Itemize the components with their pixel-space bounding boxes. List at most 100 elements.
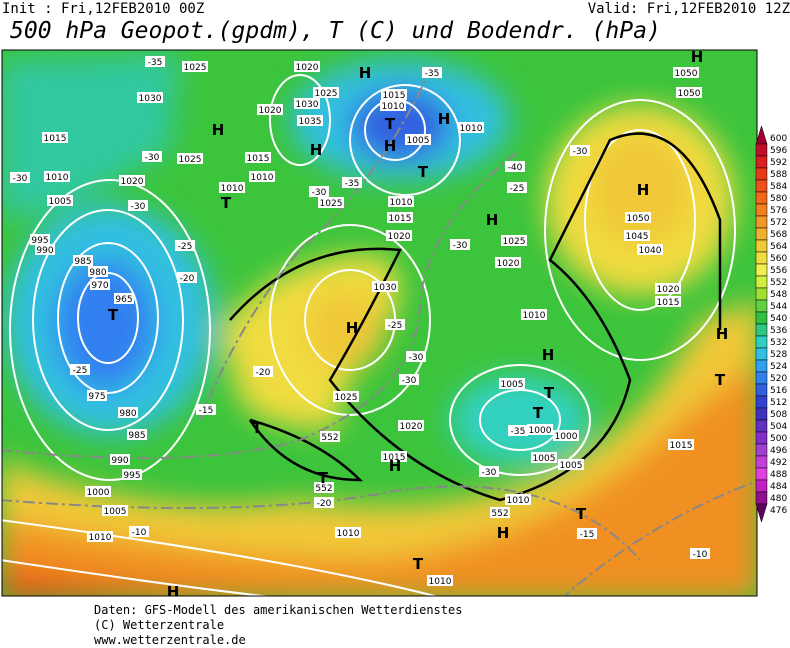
contour-label: 552	[491, 509, 508, 519]
contour-label: 1025	[320, 199, 343, 209]
contour-label: 975	[88, 392, 105, 402]
contour-label: -10	[693, 550, 708, 560]
contour-label: 1025	[179, 155, 202, 165]
label-box	[490, 507, 510, 518]
colorbar-cell	[755, 155, 768, 169]
contour-label: 1005	[560, 461, 583, 471]
contour-label: 1015	[247, 154, 270, 164]
colorbar-label: 524	[770, 362, 787, 372]
label-box	[333, 391, 359, 402]
contour-label: 1050	[627, 214, 650, 224]
pressure-center: H	[346, 319, 359, 337]
contour-label: 1030	[139, 94, 162, 104]
colorbar-cell	[755, 467, 768, 481]
contour-label: 1020	[296, 63, 319, 73]
contour-label: 1015	[670, 441, 693, 451]
colorbar-label: 552	[770, 278, 787, 288]
pressure-center: T	[413, 555, 424, 573]
contour-label: 1000	[529, 426, 552, 436]
label-box	[257, 104, 283, 115]
contour-label: 1050	[675, 69, 698, 79]
colorbar-label: 568	[770, 230, 787, 240]
colorbar-cap	[755, 503, 768, 523]
colorbar-cell	[755, 359, 768, 373]
label-box	[128, 200, 148, 211]
contour-label: 1025	[184, 63, 207, 73]
init-time: Init : Fri,12FEB2010 00Z	[2, 1, 204, 17]
contour-label: 1015	[44, 134, 67, 144]
colorbar-cell	[755, 215, 768, 229]
label-box	[637, 244, 663, 255]
contour-label: 965	[115, 295, 132, 305]
label-box	[386, 230, 412, 241]
colorbar-cap	[755, 125, 768, 145]
colorbar-cell	[755, 287, 768, 301]
contour-label: 1015	[657, 298, 680, 308]
contour-label: 552	[321, 433, 338, 443]
label-box	[668, 439, 694, 450]
colorbar-cell	[755, 203, 768, 217]
contour-label: 1010	[46, 173, 69, 183]
label-box	[495, 257, 521, 268]
label-box	[625, 212, 651, 223]
pressure-center: T	[533, 404, 544, 422]
contour-label: -15	[199, 406, 214, 416]
label-box	[314, 497, 334, 508]
label-box	[673, 67, 699, 78]
colorbar-label: 516	[770, 386, 787, 396]
label-box	[110, 454, 130, 465]
contour-label: -20	[180, 274, 195, 284]
contour-label: -30	[482, 468, 497, 478]
colorbar-cell	[755, 191, 768, 205]
label-box	[655, 283, 681, 294]
label-box	[177, 272, 197, 283]
colorbar-cell	[755, 239, 768, 253]
contour-label: 1005	[49, 197, 72, 207]
contour-label: -30	[402, 376, 417, 386]
label-box	[388, 196, 414, 207]
contour-label: 985	[128, 431, 145, 441]
label-box	[129, 526, 149, 537]
colorbar-label: 588	[770, 170, 787, 180]
label-box	[380, 100, 406, 111]
label-box	[422, 67, 442, 78]
contour-label: 1030	[296, 100, 319, 110]
label-box	[142, 151, 162, 162]
colorbar-cell	[755, 143, 768, 157]
contour-label: -30	[409, 353, 424, 363]
label-box	[47, 195, 73, 206]
colorbar-label: 528	[770, 350, 787, 360]
label-box	[175, 240, 195, 251]
label-box	[508, 425, 528, 436]
contour-label: 1025	[315, 89, 338, 99]
label-box	[577, 528, 597, 539]
label-box	[102, 505, 128, 516]
colorbar-cell	[755, 443, 768, 457]
colorbar-label: 532	[770, 338, 787, 348]
label-box	[521, 309, 547, 320]
label-box	[249, 171, 275, 182]
contour-label: 1000	[87, 488, 110, 498]
contour-label: -30	[312, 188, 327, 198]
pressure-center: T	[385, 115, 396, 133]
contour-label: 1010	[507, 496, 530, 506]
contour-label: 1025	[335, 393, 358, 403]
contour-label: 1015	[389, 214, 412, 224]
label-box	[122, 469, 142, 480]
colorbar-cell	[755, 347, 768, 361]
contour-label: 1005	[104, 507, 127, 517]
pressure-center: H	[359, 64, 372, 82]
colorbar-label: 584	[770, 182, 787, 192]
colorbar-label: 492	[770, 458, 787, 468]
pressure-center: T	[221, 194, 232, 212]
pressure-center: H	[637, 181, 650, 199]
contour-label: 1010	[89, 533, 112, 543]
contour-label: 1010	[429, 577, 452, 587]
pressure-center: T	[318, 469, 329, 487]
label-box	[313, 87, 339, 98]
label-box	[505, 161, 525, 172]
contour-label: -25	[73, 366, 88, 376]
colorbar-cell	[755, 251, 768, 265]
contour-label: -30	[13, 174, 28, 184]
